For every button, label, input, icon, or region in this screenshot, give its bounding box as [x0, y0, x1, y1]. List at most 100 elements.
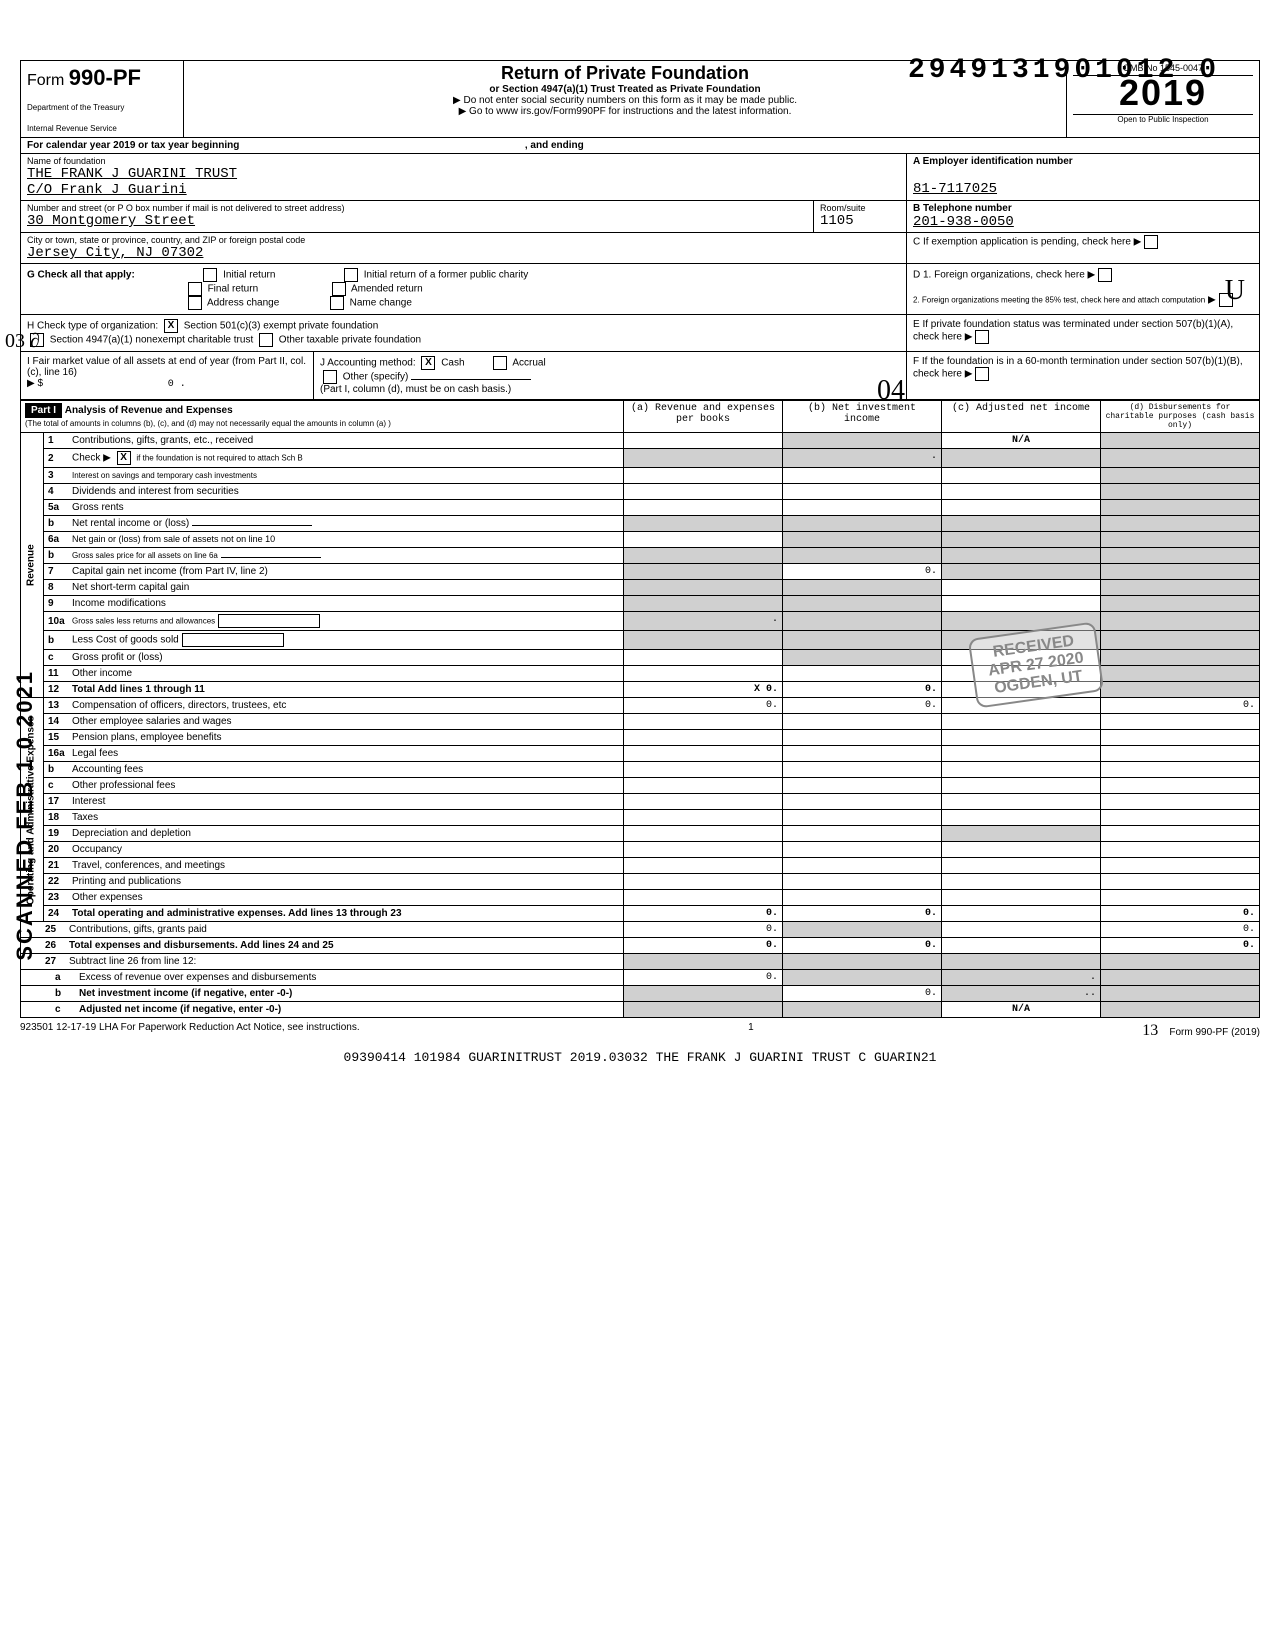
line-21: 21Travel, conferences, and meetings	[21, 858, 1260, 874]
handwritten-u: U	[1225, 275, 1245, 307]
e-cell: E If private foundation status was termi…	[907, 315, 1259, 351]
c-checkbox[interactable]	[1144, 235, 1158, 249]
l4-label: Dividends and interest from securities	[72, 486, 239, 497]
part1-title: Analysis of Revenue and Expenses	[65, 405, 233, 416]
e-label: E If private foundation status was termi…	[913, 319, 1233, 343]
line-19: 19Depreciation and depletion	[21, 826, 1260, 842]
l16b-label: Accounting fees	[72, 764, 143, 775]
line-18: 18Taxes	[21, 810, 1260, 826]
g-initial-checkbox[interactable]	[203, 268, 217, 282]
dept-irs: Internal Revenue Service	[27, 124, 177, 133]
l13-b: 0.	[783, 698, 942, 714]
l5a-label: Gross rents	[72, 502, 124, 513]
l27a-label: Excess of revenue over expenses and disb…	[79, 972, 316, 983]
d1-label: D 1. Foreign organizations, check here	[913, 270, 1085, 281]
l20-label: Occupancy	[72, 844, 122, 855]
dln-number: 2949131901012 0	[908, 55, 1220, 86]
col-b-header: (b) Net investment income	[783, 401, 942, 433]
l14-label: Other employee salaries and wages	[72, 716, 232, 727]
ein-value: 81-7117025	[913, 181, 997, 197]
g-address: Address change	[207, 298, 279, 309]
phone-label: B Telephone number	[913, 203, 1012, 214]
footer-hand-13: 13	[1142, 1022, 1158, 1039]
l5b-label: Net rental income or (loss)	[72, 518, 189, 529]
calendar-year-row: For calendar year 2019 or tax year begin…	[20, 138, 1260, 154]
public-inspection: Open to Public Inspection	[1073, 114, 1253, 124]
l16a-label: Legal fees	[72, 748, 118, 759]
l1-col-c: N/A	[942, 433, 1101, 449]
d1-checkbox[interactable]	[1098, 268, 1112, 282]
l2-label: if the foundation is not required to att…	[136, 454, 302, 463]
l25-d: 0.	[1101, 922, 1260, 938]
l26-a: 0.	[624, 938, 783, 954]
revenue-label: Revenue	[21, 433, 44, 698]
l12-a: 0.	[766, 684, 778, 695]
line-4: 4Dividends and interest from securities	[21, 484, 1260, 500]
j-note: (Part I, column (d), must be on cash bas…	[320, 384, 511, 395]
h-other-checkbox[interactable]	[259, 333, 273, 347]
city-cell: City or town, state or province, country…	[21, 233, 907, 263]
l12-label: Total Add lines 1 through 11	[72, 684, 205, 695]
j-accrual-checkbox[interactable]	[493, 356, 507, 370]
l24-b: 0.	[783, 906, 942, 922]
line-23: 23Other expenses	[21, 890, 1260, 906]
line-27a: aExcess of revenue over expenses and dis…	[21, 970, 1260, 986]
dept-treasury: Department of the Treasury	[27, 103, 177, 112]
f-label: F If the foundation is in a 60-month ter…	[913, 356, 1243, 380]
street-value: 30 Montgomery Street	[27, 213, 807, 229]
j-other-checkbox[interactable]	[323, 370, 337, 384]
line-20: 20Occupancy	[21, 842, 1260, 858]
i-amt-label: ▶ $	[27, 378, 43, 389]
g-amended-checkbox[interactable]	[332, 282, 346, 296]
h-e-row: H Check type of organization: Section 50…	[20, 315, 1260, 352]
line-24: 24Total operating and administrative exp…	[21, 906, 1260, 922]
col-c-header: (c) Adjusted net income	[942, 401, 1101, 433]
line-6b: bGross sales price for all assets on lin…	[21, 548, 1260, 564]
city-label: City or town, state or province, country…	[27, 235, 305, 245]
g-final-checkbox[interactable]	[188, 282, 202, 296]
line-16b: bAccounting fees	[21, 762, 1260, 778]
g-cell: G Check all that apply: Initial return I…	[21, 264, 907, 314]
g-name: Name change	[350, 298, 412, 309]
j-accrual: Accrual	[512, 358, 545, 369]
h-501c3: Section 501(c)(3) exempt private foundat…	[184, 321, 379, 332]
l16c-label: Other professional fees	[72, 780, 175, 791]
foundation-name: THE FRANK J GUARINI TRUST	[27, 166, 900, 182]
e-checkbox[interactable]	[975, 330, 989, 344]
g-name-checkbox[interactable]	[330, 296, 344, 310]
line-27: 27Subtract line 26 from line 12:	[21, 954, 1260, 970]
name-cell: Name of foundation THE FRANK J GUARINI T…	[21, 154, 907, 200]
street-cell: Number and street (or P O box number if …	[21, 201, 814, 232]
l18-label: Taxes	[72, 812, 98, 823]
l7-label: Capital gain net income (from Part IV, l…	[72, 566, 268, 577]
h-501c3-checkbox[interactable]	[164, 319, 178, 333]
line-5b: bNet rental income or (loss)	[21, 516, 1260, 532]
g-address-checkbox[interactable]	[188, 296, 202, 310]
room-cell: Room/suite 1105	[814, 201, 907, 232]
j-cash: Cash	[441, 358, 464, 369]
g-initial: Initial return	[223, 270, 275, 281]
g-initial-former-checkbox[interactable]	[344, 268, 358, 282]
phone-value: 201-938-0050	[913, 214, 1014, 230]
part1-badge: Part I	[25, 403, 62, 418]
l26-b: 0.	[783, 938, 942, 954]
name-ein-row: Name of foundation THE FRANK J GUARINI T…	[20, 154, 1260, 201]
l7-b: 0.	[783, 564, 942, 580]
line-2: 2Check ▶ if the foundation is not requir…	[21, 449, 1260, 468]
l10a-label: Gross sales less returns and allowances	[72, 617, 215, 626]
f-checkbox[interactable]	[975, 367, 989, 381]
street-label: Number and street (or P O box number if …	[27, 203, 344, 213]
l9-label: Income modifications	[72, 598, 166, 609]
name-label: Name of foundation	[27, 156, 106, 166]
line-27c: cAdjusted net income (if negative, enter…	[21, 1002, 1260, 1018]
l24-d: 0.	[1101, 906, 1260, 922]
footer-left: 923501 12-17-19 LHA For Paperwork Reduct…	[20, 1022, 360, 1040]
l17-label: Interest	[72, 796, 105, 807]
handwritten-04: 04	[877, 375, 905, 407]
c-label: C If exemption application is pending, c…	[913, 237, 1131, 248]
l27b-label: Net investment income (if negative, ente…	[79, 988, 292, 999]
line-13: Operating and Administrative Expenses 13…	[21, 698, 1260, 714]
l27b-b: 0.	[783, 986, 942, 1002]
j-cash-checkbox[interactable]	[421, 356, 435, 370]
l2-checkbox[interactable]	[117, 451, 131, 465]
